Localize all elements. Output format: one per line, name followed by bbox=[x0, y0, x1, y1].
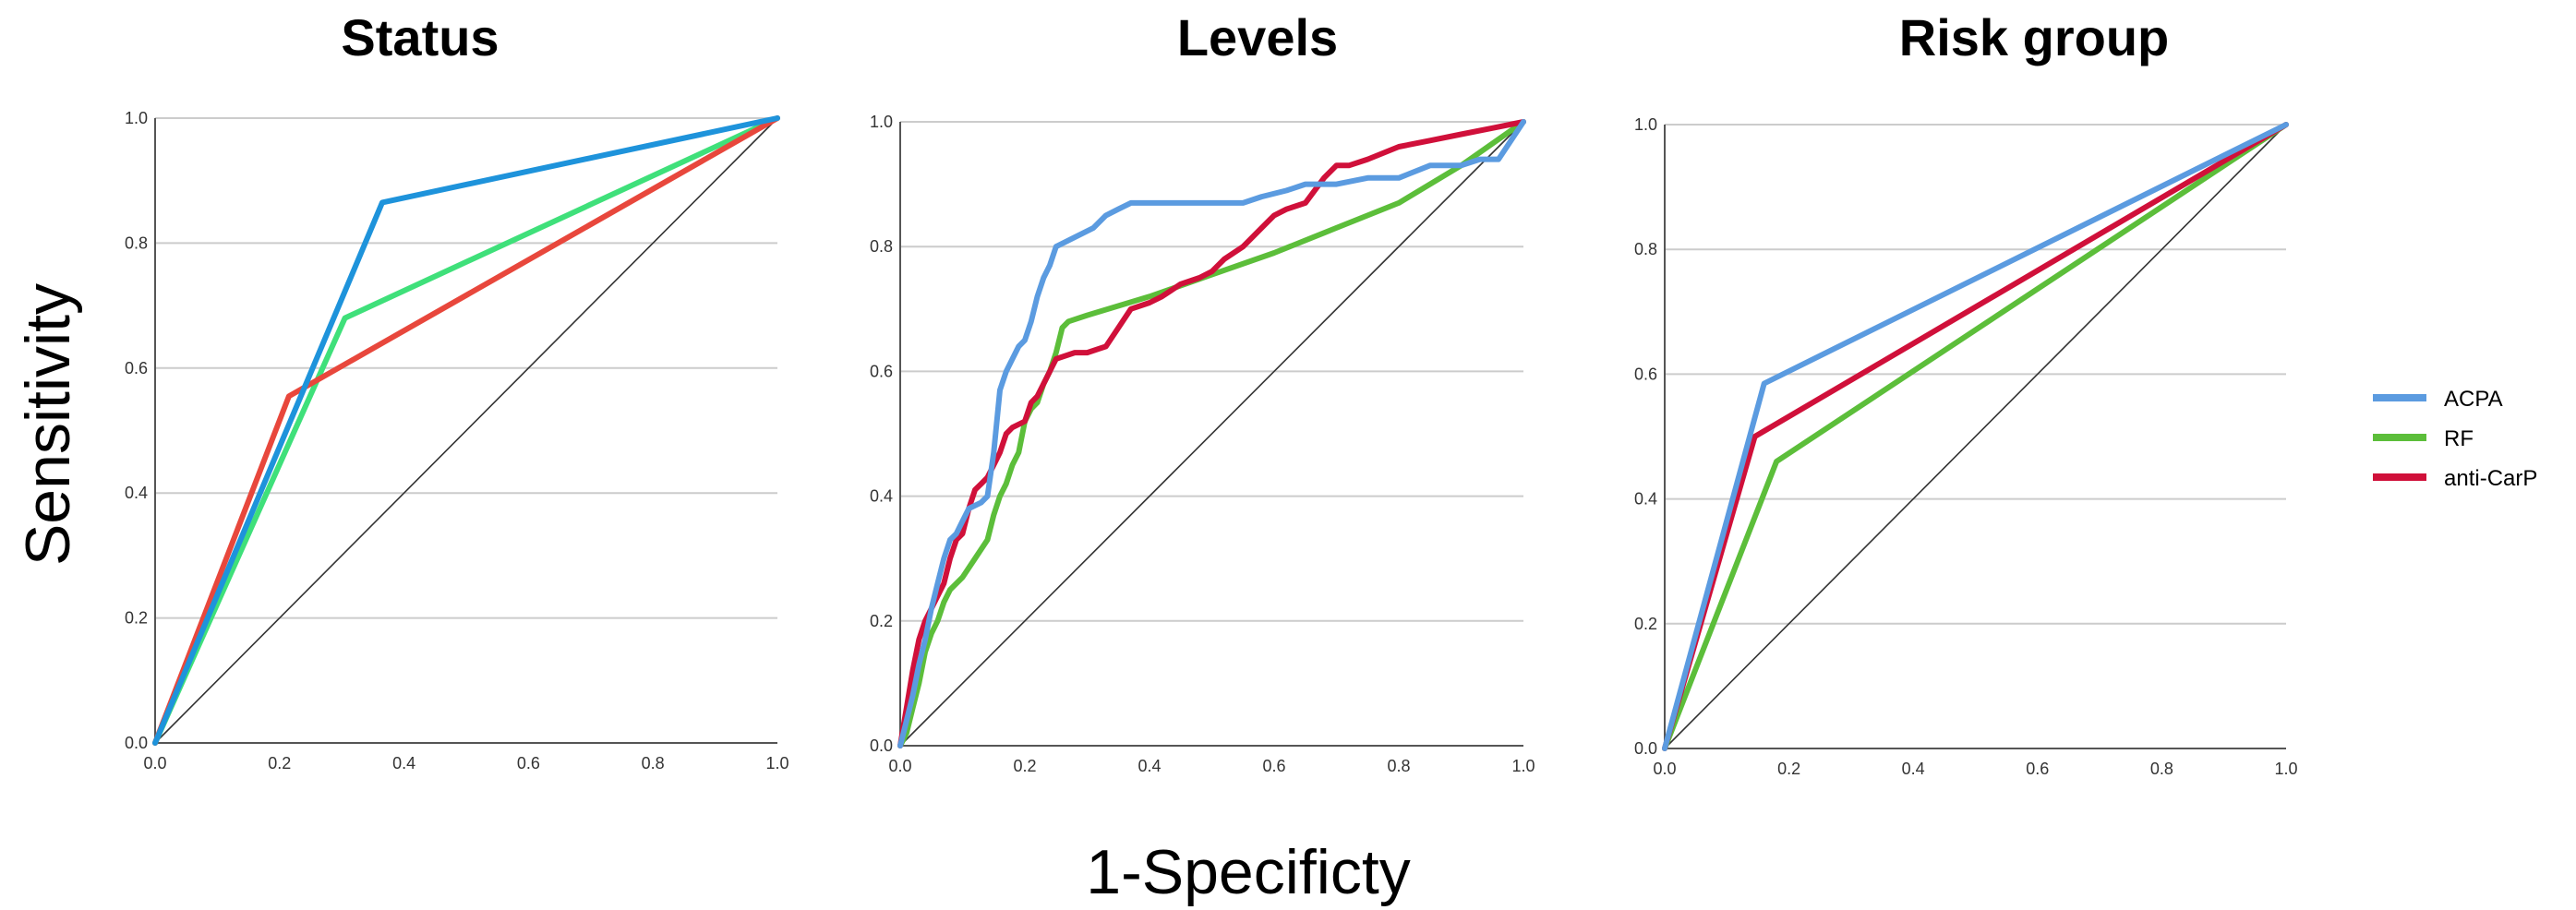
legend: ACPA RF anti-CarP bbox=[2373, 387, 2537, 491]
reference-line-status bbox=[154, 117, 778, 744]
y-tick-label-risk-group: 0.4 bbox=[1634, 490, 1657, 509]
y-axis-label: Sensitivity bbox=[13, 283, 83, 566]
x-tick-label-status: 0.4 bbox=[392, 754, 415, 772]
y-tick-label-risk-group: 0.8 bbox=[1634, 240, 1657, 258]
panel-title-risk-group: Risk group bbox=[1899, 8, 2169, 66]
panel-levels: Levels 0.0 0.0 0.2 0.2 0.4 0.4 0.6 0.6 0.8 0.8 1.0… bbox=[870, 8, 1535, 775]
x-tick-label-status: 0.2 bbox=[268, 754, 291, 772]
panel-title-levels: Levels bbox=[1177, 8, 1338, 66]
panel-risk-group: Risk group 0.0 0.0 0.2 0.2 0.4 0.4 0.6 0.6 0.8 0.… bbox=[1634, 8, 2298, 778]
legend-label-acpa: ACPA bbox=[2444, 387, 2503, 412]
legend-label-rf: RF bbox=[2444, 426, 2474, 451]
y-tick-label-status: 0.0 bbox=[125, 734, 148, 752]
y-tick-label-status: 0.6 bbox=[125, 359, 148, 377]
x-tick-label-levels: 0.4 bbox=[1138, 757, 1161, 775]
y-tick-label-risk-group: 0.6 bbox=[1634, 365, 1657, 383]
legend-label-anti-carp: anti-CarP bbox=[2444, 466, 2537, 491]
panel-status: Status 0.0 0.0 0.2 0.2 0.4 0.4 0.6 0.6 0.8 0.8 1.0… bbox=[125, 8, 789, 772]
roc-curve-rf-status bbox=[152, 115, 780, 746]
x-tick-label-status: 1.0 bbox=[765, 754, 788, 772]
y-tick-label-risk-group: 0.0 bbox=[1634, 739, 1657, 758]
x-tick-label-levels: 0.6 bbox=[1262, 757, 1285, 775]
y-tick-label-levels: 0.6 bbox=[870, 362, 893, 380]
roc-curve-rf-risk-group bbox=[1662, 122, 2289, 751]
y-tick-label-levels: 0.8 bbox=[870, 237, 893, 256]
reference-line-levels bbox=[899, 121, 1524, 747]
roc-curve-acpa-risk-group bbox=[1662, 122, 2289, 751]
x-tick-label-risk-group: 0.4 bbox=[1902, 760, 1925, 778]
x-tick-label-status: 0.0 bbox=[143, 754, 166, 772]
roc-curve-acpa-status bbox=[152, 115, 780, 746]
x-tick-label-levels: 0.8 bbox=[1387, 757, 1410, 775]
x-tick-label-levels: 0.2 bbox=[1013, 757, 1036, 775]
x-tick-label-risk-group: 1.0 bbox=[2274, 760, 2297, 778]
reference-line-risk-group bbox=[1664, 124, 2287, 749]
y-tick-label-risk-group: 1.0 bbox=[1634, 115, 1657, 134]
x-tick-label-risk-group: 0.2 bbox=[1777, 760, 1800, 778]
y-tick-label-status: 0.2 bbox=[125, 609, 148, 628]
y-tick-label-levels: 0.4 bbox=[870, 487, 893, 506]
x-tick-label-levels: 0.0 bbox=[888, 757, 911, 775]
y-tick-label-status: 1.0 bbox=[125, 109, 148, 127]
x-axis-label: 1-Specificty bbox=[1086, 837, 1410, 907]
roc-curve-anti-carp-status bbox=[152, 115, 780, 746]
x-tick-label-risk-group: 0.8 bbox=[2150, 760, 2173, 778]
x-tick-label-levels: 1.0 bbox=[1511, 757, 1535, 775]
panel-title-status: Status bbox=[341, 8, 499, 66]
y-tick-label-risk-group: 0.2 bbox=[1634, 615, 1657, 633]
y-tick-label-status: 0.8 bbox=[125, 233, 148, 252]
y-tick-label-status: 0.4 bbox=[125, 484, 148, 502]
y-tick-label-levels: 0.2 bbox=[870, 612, 893, 630]
x-tick-label-risk-group: 0.6 bbox=[2026, 760, 2049, 778]
y-tick-label-levels: 1.0 bbox=[870, 113, 893, 131]
roc-curve-acpa-levels bbox=[897, 119, 1526, 748]
x-tick-label-status: 0.8 bbox=[642, 754, 665, 772]
y-tick-label-levels: 0.0 bbox=[870, 736, 893, 755]
x-tick-label-risk-group: 0.0 bbox=[1653, 760, 1676, 778]
x-tick-label-status: 0.6 bbox=[517, 754, 540, 772]
